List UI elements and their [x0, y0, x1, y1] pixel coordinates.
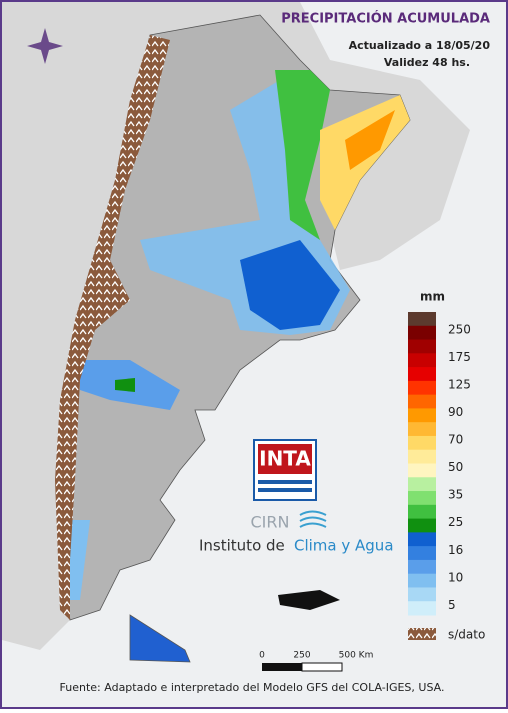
- legend-label: 5: [448, 598, 456, 612]
- legend-no-data: s/dato: [448, 628, 485, 642]
- scale-label: 250: [293, 651, 310, 661]
- inta-logo-red: [258, 444, 312, 474]
- cirn-text: CIRN: [251, 513, 290, 532]
- inta-stripe: [258, 480, 312, 484]
- legend-swatch: [408, 325, 436, 341]
- scale-bar: [301, 662, 343, 672]
- legend-swatch: [408, 559, 436, 575]
- rain-area-coast: [70, 520, 90, 600]
- legend-swatch: [408, 601, 436, 616]
- compass: [27, 28, 63, 64]
- legend-label: 35: [448, 488, 463, 502]
- institute-text: Instituto de: [199, 537, 285, 555]
- legend-label: 10: [448, 570, 463, 584]
- legend-swatch: [408, 408, 436, 423]
- legend-swatch: [408, 477, 436, 492]
- legend-swatch: [408, 435, 436, 451]
- legend-swatch: [408, 312, 436, 327]
- legend-swatch: [408, 353, 436, 368]
- legend-swatch: [408, 394, 436, 409]
- legend-label: 50: [448, 460, 463, 474]
- legend-swatch: [408, 380, 436, 396]
- legend-swatch: [408, 532, 436, 547]
- legend-swatch: [408, 518, 436, 533]
- legend-label: 70: [448, 433, 463, 447]
- legend-label: 125: [448, 377, 471, 391]
- footer: Fuente: Adaptado e interpretado del Mode…: [60, 681, 445, 694]
- scale-bar: [262, 663, 302, 671]
- legend: 250 175 125 90 70 50 35 25 16 10 5: [408, 312, 471, 616]
- title: PRECIPITACIÓN ACUMULADA: [281, 11, 490, 27]
- institute-highlight: Clima y Agua: [294, 537, 394, 555]
- validity: Validez 48 hs.: [384, 56, 470, 69]
- inta-stripe: [258, 488, 312, 492]
- cirn-waves: [299, 510, 327, 528]
- updated: Actualizado a 18/05/20: [349, 39, 491, 52]
- legend-label: 25: [448, 515, 463, 529]
- scale-label: 500 Km: [339, 651, 374, 661]
- legend-swatch: [408, 504, 436, 520]
- inta-text: INTA: [259, 447, 311, 471]
- legend-label: 16: [448, 543, 463, 557]
- rain-area-south-green: [115, 378, 135, 392]
- scale-label: 0: [259, 651, 265, 661]
- no-data-area: [55, 35, 170, 620]
- rain-area-orange: [345, 110, 395, 170]
- legend-swatch: [408, 367, 436, 382]
- legend-swatch: [408, 491, 436, 506]
- tierra-del-fuego: [129, 614, 191, 663]
- scale-labels: 0 250 500 Km: [259, 651, 373, 661]
- legend-swatch: [408, 587, 436, 602]
- legend-swatch: [408, 546, 436, 561]
- rain-area-blue: [240, 240, 340, 330]
- legend-no-data-swatch: [408, 628, 436, 640]
- legend-label: 90: [448, 405, 463, 419]
- legend-label: 175: [448, 350, 471, 364]
- rain-area-green: [275, 70, 330, 240]
- legend-swatch: [408, 422, 436, 437]
- legend-swatch: [408, 449, 436, 464]
- legend-unit: mm: [420, 290, 445, 304]
- legend-swatch: [408, 573, 436, 588]
- legend-swatch: [408, 463, 436, 478]
- malvinas: [278, 590, 340, 610]
- legend-label: 250: [448, 322, 471, 336]
- legend-swatch: [408, 339, 436, 354]
